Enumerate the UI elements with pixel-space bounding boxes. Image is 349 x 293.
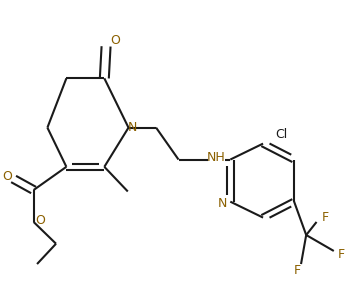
- Text: F: F: [294, 264, 301, 277]
- Text: F: F: [322, 211, 329, 224]
- Text: O: O: [110, 34, 120, 47]
- Text: O: O: [35, 214, 45, 227]
- Text: F: F: [338, 248, 345, 261]
- Text: N: N: [218, 197, 228, 209]
- Text: NH: NH: [207, 151, 226, 164]
- Text: N: N: [128, 121, 137, 134]
- Text: O: O: [2, 170, 12, 183]
- Text: Cl: Cl: [275, 128, 287, 141]
